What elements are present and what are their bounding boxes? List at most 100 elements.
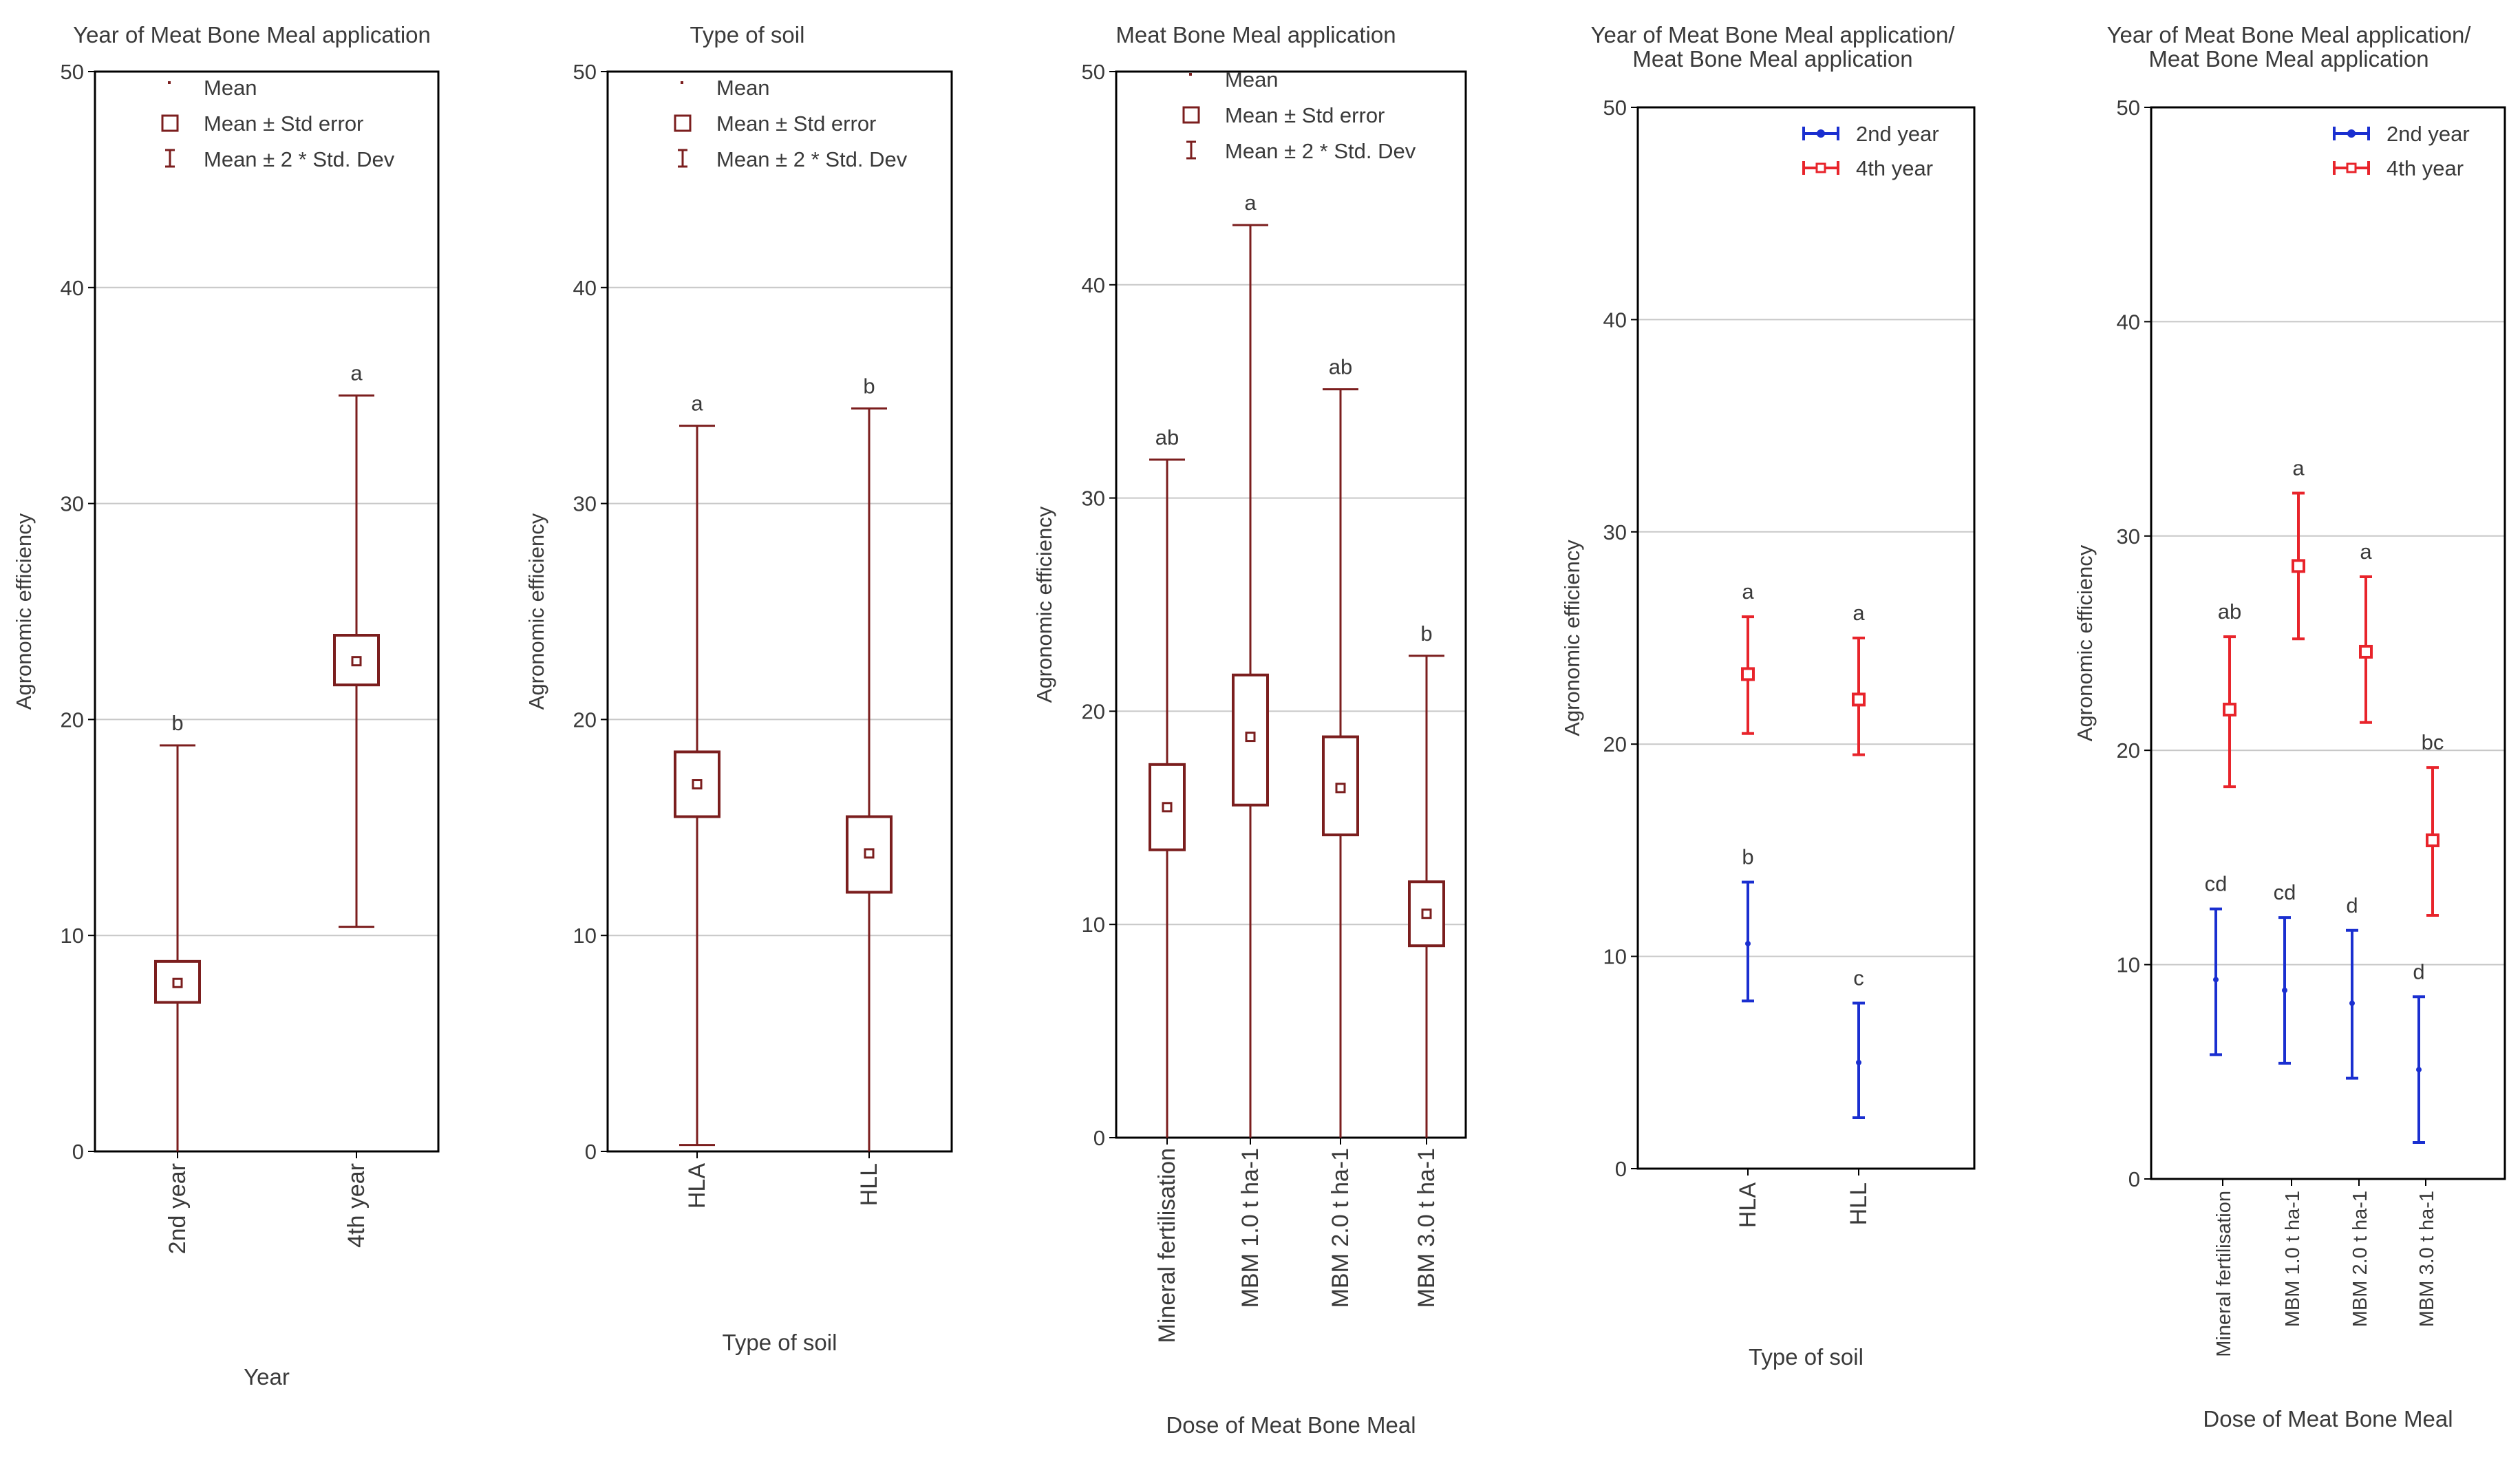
x-category-label: HLA [684,1163,710,1209]
legend-marker [2346,162,2357,173]
legend-label: 4th year [1856,156,1933,180]
panel-4: Year of Meat Bone Meal application/Meat … [1560,22,1976,1370]
y-tick-label: 0 [1093,1126,1105,1150]
error-bar: a [2359,540,2373,724]
significance-letter: bc [2422,730,2444,754]
panel-title-line: Meat Bone Meal application [2148,46,2428,72]
y-tick-label: 20 [1082,699,1105,723]
legend-label: Mean ± 2 * Std. Dev [204,147,395,171]
y-axis-label: Agronomic efficiency [2073,544,2097,741]
error-bar: b [1742,845,1754,1003]
significance-letter: a [1852,601,1865,625]
panel-title-line: Year of Meat Bone Meal application/ [1591,22,1956,47]
y-tick-label: 30 [2117,524,2140,549]
error-bar: a [1852,601,1866,756]
box-group: b [846,374,893,1151]
y-axis-label: Agronomic efficiency [12,513,36,710]
y-tick-label: 0 [2128,1167,2140,1191]
legend-label: Mean ± 2 * Std. Dev [1225,139,1416,163]
legend: 2nd year 4th year [1802,122,1939,180]
panel-2: Type of soil 0 10 20 30 40 50 Agronomic efficie… [524,22,953,1355]
legend-label: 4th year [2386,156,2464,180]
y-tick-label: 0 [72,1140,84,1164]
y-tick-label: 40 [1603,308,1627,332]
panel-title: Year of Meat Bone Meal application/Meat … [2107,22,2472,72]
legend-label: Mean [204,76,257,100]
mean-marker [1245,732,1256,743]
panel-1: Year of Meat Bone Meal application 0 10 20 3… [12,22,440,1390]
x-axis-label: Type of soil [723,1330,837,1355]
legend-label: Mean [716,76,770,100]
mean-marker [2292,559,2305,573]
y-axis-label: Agronomic efficiency [1560,540,1584,736]
legend-label: Mean ± 2 * Std. Dev [716,147,908,171]
y-tick-label: 40 [61,276,84,300]
legend-label: 2nd year [1856,122,1939,146]
significance-letter: b [171,711,183,735]
legend-se-icon [674,114,692,132]
mean-marker [2359,644,2373,659]
x-axis-label: Type of soil [1749,1344,1864,1370]
y-tick-label: 10 [573,924,597,948]
legend-marker [2347,129,2356,138]
legend-label: Mean [1225,67,1279,92]
y-tick-label: 40 [1082,273,1105,297]
error-bar: a [2292,456,2305,641]
legend-label: Mean ± Std error [1225,103,1385,127]
y-axis-label: Agronomic efficiency [1032,506,1056,703]
significance-letter: a [691,392,703,416]
panel-title: Meat Bone Meal application [1115,22,1396,47]
plot-frame [606,70,953,1153]
legend-se-icon [1182,106,1200,124]
x-category-label: HLL [856,1163,882,1206]
significance-letter: a [1244,191,1257,215]
legend-label: Mean ± Std error [204,111,363,136]
significance-letter: ab [2218,599,2241,624]
y-axis-label: Agronomic efficiency [524,513,548,710]
significance-letter: c [1853,966,1864,990]
se-box [1408,880,1445,948]
y-tick-label: 0 [585,1140,597,1164]
x-category-label: MBM 1.0 t ha-1 [1237,1148,1263,1308]
x-category-label: HLL [1846,1182,1872,1225]
box-group: a [674,392,720,1147]
plot-frame [1115,70,1467,1139]
legend-se-icon [161,114,179,132]
mean-marker [1745,941,1751,947]
box-group: b [1408,621,1445,1138]
y-tick-label: 50 [1603,96,1627,120]
legend-mean-icon [168,81,171,84]
series-fourth-year: ab a a bc [2218,456,2444,917]
x-category-label: MBM 2.0 t ha-1 [1327,1148,1354,1308]
x-category-label: Mineral fertilisation [2213,1191,2235,1357]
plot-frame [1636,106,1976,1170]
box-group: a [1232,191,1269,1138]
mean-marker [864,848,875,859]
y-tick-label: 20 [2117,738,2140,763]
mean-marker [1852,692,1866,707]
x-category-label: MBM 3.0 t ha-1 [2416,1191,2438,1327]
x-axis-label: Dose of Meat Bone Meal [2203,1406,2453,1432]
y-tick-label: 10 [61,924,84,948]
error-bar: ab [2218,599,2241,789]
mean-marker [2213,977,2219,983]
panel-title-line: Meat Bone Meal application [1632,46,1912,72]
mean-marker [692,779,703,790]
mean-marker [1856,1059,1861,1065]
x-category-label: HLA [1735,1182,1761,1228]
y-tick-label: 50 [1082,60,1105,84]
y-tick-label: 40 [2117,310,2140,334]
panel-title: Year of Meat Bone Meal application [73,22,431,47]
significance-letter: cd [2205,872,2228,896]
error-bar: d [2346,893,2358,1080]
y-tick-label: 20 [573,708,597,732]
error-bar: bc [2422,730,2444,917]
y-tick-label: 10 [1082,913,1105,937]
legend: Mean Mean ± Std error Mean ± 2 * Std. Dev [161,76,395,171]
y-tick-label: 20 [1603,732,1627,756]
box-group: b [154,711,201,1151]
y-tick-label: 30 [573,492,597,516]
legend-label: 2nd year [2386,122,2470,146]
legend: Mean Mean ± Std error Mean ± 2 * Std. Dev [674,76,908,171]
